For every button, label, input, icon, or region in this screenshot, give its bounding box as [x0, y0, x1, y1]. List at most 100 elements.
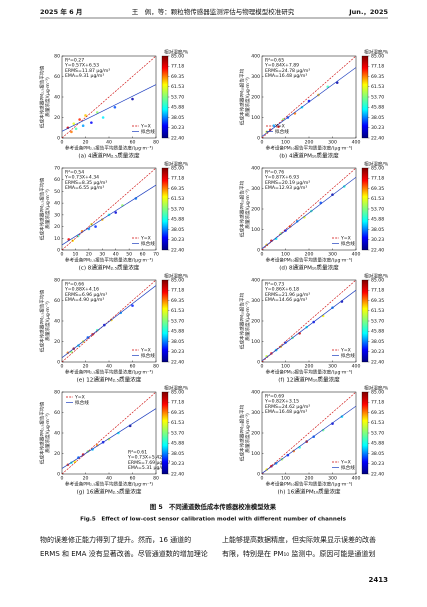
legend-label: Y=X: [140, 236, 151, 242]
x-axis-label: 参考设备PM₁₀报告平均质量浓度/(μg·m⁻³): [266, 481, 353, 488]
stat-text: R²=0.73: [265, 282, 284, 288]
stat-text: ERMS=8.35 μg/m³: [65, 180, 107, 186]
panel-caption: (b) 4通道PM₁₀质量浓度: [279, 152, 339, 160]
x-tick-label: 0: [261, 476, 264, 482]
y-tick-label: 20: [54, 224, 60, 230]
y-tick-label: 80: [54, 390, 60, 396]
y-tick-label: 100: [251, 339, 260, 345]
stat-text: R²=0.66: [65, 282, 84, 288]
y-tick-label: 80: [54, 54, 60, 60]
x-tick-label: 40: [106, 140, 112, 146]
legend-label: 拟合线: [141, 352, 155, 359]
legend-label: 拟合线: [341, 240, 355, 247]
colorbar: [161, 55, 169, 139]
x-axis-label: 参考设备PM₂.₅报告平均质量浓度/(μg·m⁻³): [65, 481, 153, 488]
y-tick-label: 0: [257, 472, 260, 478]
colorbar-tick-label: 69.35: [171, 298, 184, 304]
body-text: ERMS 和 EMA 没有显著改善。尽管通道数的增加理论: [40, 549, 208, 558]
colorbar-tick-label: 30.23: [371, 461, 384, 467]
x-axis-label: 参考设备PM₁₀报告平均质量浓度/(μg·m⁻³): [266, 369, 353, 376]
colorbar-tick-label: 69.35: [171, 74, 184, 80]
colorbar-tick-label: 22.40: [371, 360, 384, 366]
y-tick-label: 60: [54, 74, 60, 80]
colorbar-tick-label: 77.18: [171, 176, 184, 182]
stat-text: EMA=4.90 μg/m³: [65, 297, 104, 303]
x-tick-label: 400: [352, 364, 361, 370]
colorbar-tick-label: 61.53: [371, 84, 384, 90]
y-tick-label: 20: [54, 115, 60, 121]
y-tick-label: 200: [251, 95, 260, 101]
x-tick-label: 0: [61, 476, 64, 482]
x-tick-label: 60: [130, 140, 136, 146]
x-tick-label: 300: [328, 140, 337, 146]
colorbar-tick-label: 69.35: [371, 186, 384, 192]
x-tick-label: 200: [305, 476, 314, 482]
x-tick-label: 0: [61, 252, 64, 258]
legend-label: Y=X: [340, 348, 351, 354]
colorbar-tick-label: 61.53: [171, 420, 184, 426]
colorbar-tick-label: 30.23: [171, 237, 184, 243]
point: [101, 116, 105, 119]
colorbar-tick-label: 38.05: [171, 339, 184, 345]
body-text: 物的误差修正能力得到了提升。然而，16 通道的: [40, 535, 191, 544]
colorbar-tick-label: 30.23: [171, 349, 184, 355]
colorbar-tick-label: 38.05: [171, 227, 184, 233]
colorbar-tick-label: 85.00: [371, 390, 384, 396]
stat-text: ERMS=21.96 μg/m³: [265, 292, 310, 298]
colorbar-tick-label: 61.53: [171, 84, 184, 90]
x-tick-label: 80: [153, 476, 159, 482]
colorbar-tick-label: 22.40: [171, 472, 184, 478]
colorbar-label: 相对湿度/%: [364, 49, 389, 56]
colorbar-tick-label: 45.88: [371, 441, 384, 447]
identity-line: [62, 280, 156, 362]
y-axis-label: 低成本传感器PM₁₀报告平均: [239, 180, 246, 237]
colorbar-tick-label: 22.40: [371, 136, 384, 142]
stat-text: EMA=9.31 μg/m³: [65, 73, 104, 79]
body-text: 有限，特别是在 PM₁₀ 监测中。原因可能是通道划: [222, 549, 375, 558]
colorbar-tick-label: 22.40: [171, 136, 184, 142]
y-tick-label: 200: [251, 431, 260, 437]
y-tick-label: 100: [251, 451, 260, 457]
point: [70, 130, 73, 134]
colorbar-tick-label: 77.18: [371, 400, 384, 406]
legend-label: 拟合线: [275, 128, 289, 135]
colorbar-tick-label: 45.88: [371, 329, 384, 335]
x-axis-label: 参考设备PM₂.₅报告平均质量浓度/(μg·m⁻³): [65, 257, 153, 264]
colorbar-tick-label: 53.70: [171, 319, 184, 325]
y-tick-label: 400: [251, 278, 260, 284]
y-axis-label: 低成本传感器PM₂.₅报告平均值: [39, 177, 46, 240]
stat-text: Y=0.88X+4.16: [64, 287, 99, 293]
x-tick-label: 200: [305, 252, 314, 258]
colorbar-tick-label: 22.40: [371, 248, 384, 254]
colorbar-tick-label: 30.23: [371, 349, 384, 355]
y-axis-label: 质量浓度/(μg·m⁻³): [244, 77, 251, 117]
y-tick-label: 0: [57, 472, 60, 478]
fit-line: [262, 176, 356, 249]
y-tick-label: 0: [57, 360, 60, 366]
y-tick-label: 0: [257, 360, 260, 366]
colorbar-tick-label: 69.35: [171, 186, 184, 192]
legend-label: Y=X: [140, 124, 151, 130]
y-tick-label: 60: [54, 298, 60, 304]
colorbar-tick-label: 53.70: [371, 319, 384, 325]
point: [114, 211, 118, 214]
stat-text: ERMS=11.87 μg/m³: [65, 68, 110, 74]
page-number: 2413: [369, 576, 389, 584]
x-tick-label: 50: [126, 252, 132, 258]
x-tick-label: 60: [130, 476, 136, 482]
colorbar-tick-label: 61.53: [171, 308, 184, 314]
colorbar-tick-label: 38.05: [371, 451, 384, 457]
point: [113, 105, 117, 109]
colorbar: [361, 167, 369, 251]
y-tick-label: 60: [54, 177, 60, 183]
stat-text: EMA=16.48 μg/m³: [265, 409, 307, 415]
legend-label: 拟合线: [341, 464, 355, 471]
stat-text: ERMS=7.69 μg/m³: [128, 460, 170, 466]
colorbar: [361, 279, 369, 363]
y-axis-label: 低成本传感器PM₂.₅报告平均值: [39, 401, 46, 464]
stat-text: R²=0.54: [65, 170, 84, 176]
fit-line: [262, 67, 356, 137]
x-tick-label: 30: [99, 252, 105, 258]
stat-text: R²=0.69: [265, 394, 284, 400]
x-tick-label: 0: [261, 364, 264, 370]
